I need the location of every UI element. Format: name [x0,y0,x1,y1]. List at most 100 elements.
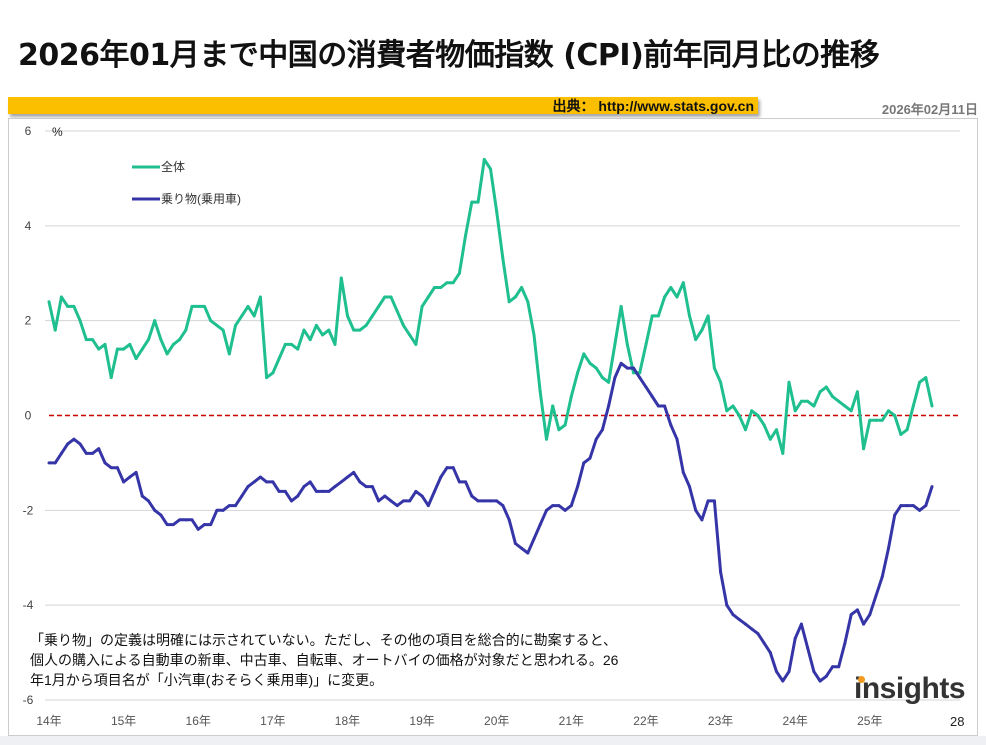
data-point [464,233,468,237]
data-point [159,513,163,517]
data-point [750,409,754,413]
y-tick-label: -6 [23,693,34,707]
data-point [526,300,530,304]
data-point [408,333,412,337]
data-point [426,295,430,299]
data-point [594,437,598,441]
data-point [563,508,567,512]
page-number: 28 [950,714,965,729]
data-point [196,304,200,308]
data-point [582,352,586,356]
data-point [339,276,343,280]
data-point [184,328,188,332]
data-point [588,361,592,365]
note-line: 年1月から項目名が「小汽車(おそらく乗用車)」に変更。 [30,672,384,688]
logo-dot [858,676,865,683]
data-point [389,295,393,299]
page-title: 2026年01月まで中国の消費者物価指数 (CPI)前年同月比の推移 [18,38,880,73]
data-point [464,480,468,484]
data-point [190,304,194,308]
data-point [930,485,934,489]
data-point [632,366,636,370]
data-point [408,499,412,503]
data-point [812,670,816,674]
data-point [638,376,642,380]
bottom-strip [0,736,986,745]
source-link[interactable]: 出典： http://www.stats.gov.cn [552,98,754,114]
data-point [215,323,219,327]
data-point [806,399,810,403]
data-point [489,499,492,503]
data-point [824,385,828,389]
data-point [625,366,629,370]
data-point [613,376,617,380]
data-point [171,523,175,527]
data-point [333,485,337,489]
data-point [339,480,343,484]
data-point [302,328,306,332]
data-point [924,376,928,380]
data-point [911,404,915,408]
data-point [290,342,294,346]
y-tick-label: 0 [25,409,32,423]
data-point [234,323,238,327]
data-point [513,295,517,299]
data-point [681,281,685,285]
data-point [632,371,636,375]
data-point [59,295,63,299]
data-point [675,295,679,299]
data-point [184,518,188,522]
data-point [84,338,88,342]
data-point [234,504,238,508]
data-point [314,323,318,327]
data-point [806,646,810,650]
data-point [190,518,194,522]
data-point [663,404,667,408]
data-point [476,499,480,503]
data-point [886,546,890,550]
x-tick-label: 18年 [335,714,360,728]
data-point [681,470,685,474]
data-point [358,480,362,484]
data-point [762,641,766,645]
data-point [563,423,567,427]
data-point [669,423,673,427]
data-point [327,328,331,332]
data-point [725,603,729,607]
data-point [128,475,132,479]
data-point [128,342,132,346]
data-point [420,494,424,498]
chart-note: 「乗り物」の定義は明確には示されていない。ただし、その他の項目を総合的に勘案する… [30,630,618,690]
data-point [607,404,611,408]
data-point [72,437,76,441]
data-point [420,304,424,308]
data-point [576,371,580,375]
data-point [607,380,611,384]
data-point [122,480,126,484]
data-point [115,347,119,351]
data-point [818,390,822,394]
data-point [97,347,101,351]
insights-logo: insights [854,672,966,706]
data-point [743,622,747,626]
data-point [252,480,256,484]
data-point [507,518,511,522]
data-point [501,257,505,261]
data-point [768,437,772,441]
data-point [886,409,890,413]
data-point [650,395,654,399]
data-point [855,390,859,394]
data-point [843,404,847,408]
data-point [613,342,617,346]
data-point [439,475,443,479]
note-line: 個人の購入による自動車の新車、中古車、自転車、オートバイの価格が対象だと思われる… [30,652,619,668]
data-point [445,466,449,470]
data-point [787,670,791,674]
data-point [84,451,88,455]
data-point [196,527,200,531]
data-point [569,395,573,399]
data-point [905,428,909,432]
data-point [520,546,524,550]
